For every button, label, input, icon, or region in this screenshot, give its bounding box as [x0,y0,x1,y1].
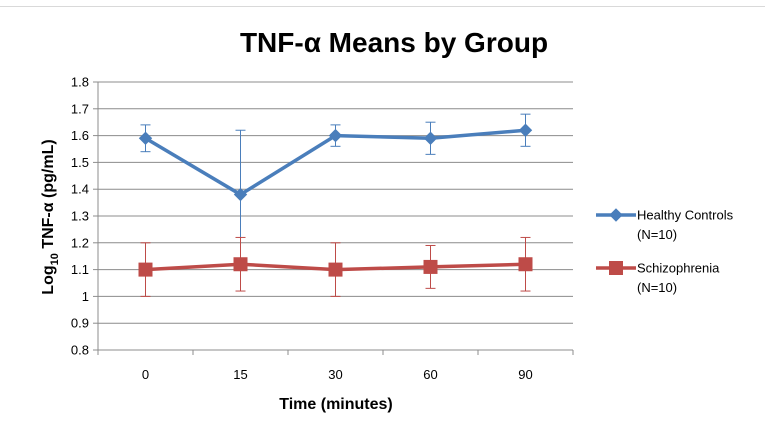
data-point-0-1 [233,187,248,202]
y-axis-ticks: 0.8 0.9 1 1.1 1.2 1.3 1.4 1.5 1.6 1.7 1.8 [71,75,98,358]
data-point-1-3 [423,259,438,274]
data-point-0-4 [518,123,533,137]
x-tick-label-2: 30 [328,367,342,382]
y-tick-label-10: 1.8 [71,75,89,90]
legend-sublabel-0: (N=10) [637,227,677,242]
data-point-1-2 [328,262,343,277]
legend-marker-0 [609,208,623,222]
y-axis-label-suffix: TNF-α (pg/mL) [40,139,57,253]
data-point-0-2 [328,128,343,143]
legend-label-1: Schizophrenia [637,261,720,276]
legend-item-0: Healthy Controls (N=10) [596,208,734,242]
y-axis-label-prefix: Log [40,265,57,294]
y-tick-label-1: 0.9 [71,316,89,331]
y-tick-label-6: 1.4 [71,182,89,197]
y-axis-label-subscript: 10 [49,253,61,265]
y-tick-label-7: 1.5 [71,155,89,170]
legend-label-0: Healthy Controls [637,208,734,223]
chart-title: TNF-α Means by Group [240,27,548,58]
y-axis-label: Log10 TNF-α (pg/mL) [40,139,61,294]
x-tick-label-0: 0 [142,367,149,382]
x-axis-ticks: 0 15 30 60 90 [97,350,574,382]
y-tick-label-0: 0.8 [71,343,89,358]
y-tick-label-9: 1.7 [71,101,89,116]
data-point-0-3 [423,131,438,145]
legend-marker-1 [609,261,623,275]
legend: Healthy Controls (N=10) Schizophrenia (N=10… [596,208,734,295]
y-tick-label-4: 1.2 [71,235,89,250]
x-tick-label-4: 90 [518,367,532,382]
gridlines [97,81,573,351]
data-point-1-0 [138,262,153,277]
series-0 [138,113,533,260]
y-tick-label-3: 1.1 [71,262,89,277]
series-layer [138,113,533,297]
top-divider [0,6,765,7]
series-1 [138,236,533,297]
x-axis-label: Time (minutes) [279,396,393,413]
y-tick-label-2: 1 [82,289,89,304]
legend-sublabel-1: (N=10) [637,280,677,295]
x-tick-label-1: 15 [233,367,247,382]
data-point-1-4 [518,257,533,272]
data-point-0-0 [138,131,153,145]
data-point-1-1 [233,257,248,272]
x-tick-label-3: 60 [423,367,437,382]
y-tick-label-5: 1.3 [71,209,89,224]
y-tick-label-8: 1.6 [71,128,89,143]
legend-item-1: Schizophrenia (N=10) [596,261,720,295]
